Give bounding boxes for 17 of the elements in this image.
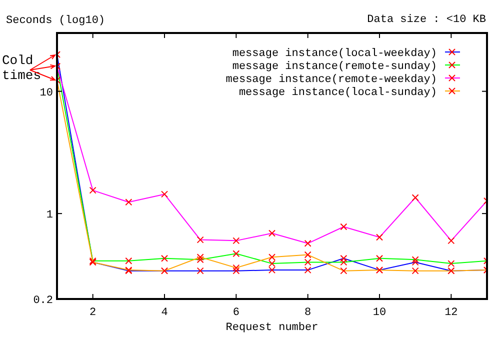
x-tick-label: 4: [161, 307, 168, 319]
x-tick-label: 12: [444, 307, 458, 319]
x-tick-label: 8: [304, 307, 312, 319]
legend-label: message instance(remote-sunday): [232, 61, 437, 73]
x-tick-label: 2: [90, 307, 96, 319]
legend-label: message instance(remote-weekday): [226, 74, 437, 86]
x-tick-label: 6: [232, 307, 240, 319]
chart-title: Data size : <10 KB: [367, 14, 486, 26]
y-tick-label: 1: [46, 210, 54, 222]
y-axis-title: Seconds (log10): [6, 15, 106, 27]
legend-label: message instance(local-sunday): [238, 87, 437, 99]
y-tick-label: 10: [40, 87, 53, 100]
x-tick-label: 10: [372, 307, 386, 319]
text: Cold times: [2, 53, 42, 83]
legend-label: message instance(local-weekday): [232, 48, 437, 60]
x-axis-title: Request number: [226, 322, 318, 334]
y-tick-label: 0.2: [33, 295, 53, 307]
